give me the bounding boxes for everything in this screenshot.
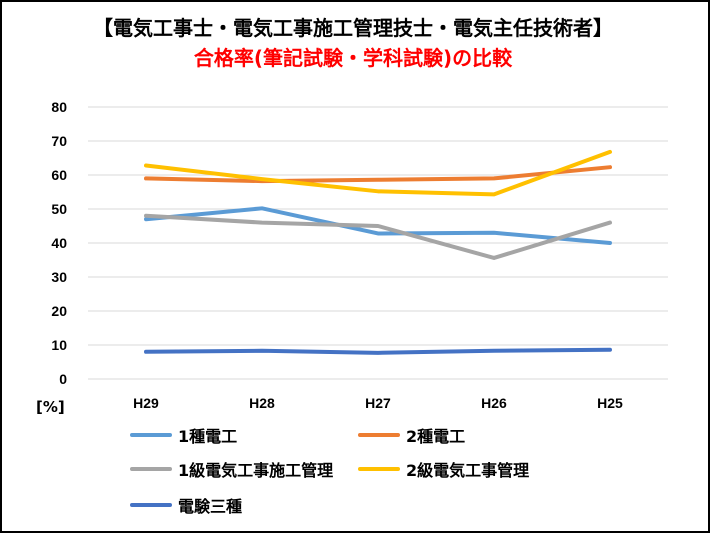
x-tick-label-h28: H28	[249, 395, 275, 411]
y-tick-label-10: 10	[51, 337, 67, 353]
y-tick-label-20: 20	[51, 303, 67, 319]
legend-swatch-1kyu-sekou	[130, 467, 172, 471]
legend-label-2shu-denko: 2種電工	[406, 427, 466, 446]
x-tick-label-h25: H25	[597, 395, 623, 411]
y-tick-label-30: 30	[51, 269, 67, 285]
legend-item-2kyu-kanri: 2級電気工事管理	[358, 458, 529, 480]
legend-swatch-1shu-denko	[130, 433, 172, 437]
y-tick-label-0: 0	[59, 371, 67, 387]
y-tick-label-60: 60	[51, 167, 67, 183]
legend-item-denken-sanshu: 電験三種	[130, 494, 242, 516]
legend-item-2shu-denko: 2種電工	[358, 424, 465, 446]
x-tick-label-h29: H29	[133, 395, 159, 411]
chart-title: 【電気工事士・電気工事施工管理技士・電気主任技術者】	[93, 16, 613, 40]
legend-item-1kyu-sekou: 1級電気工事施工管理	[130, 458, 333, 480]
x-tick-label-h27: H27	[365, 395, 391, 411]
legend-swatch-denken-sanshu	[130, 503, 172, 507]
chart-subtitle: 合格率(筆記試験・学科試験)の比較	[193, 46, 513, 70]
series-line-3	[144, 149, 612, 197]
legend-label-denken-sanshu: 電験三種	[178, 497, 243, 516]
x-tick-label-h26: H26	[481, 395, 507, 411]
legend-swatch-2shu-denko	[358, 433, 400, 437]
y-tick-label-70: 70	[51, 133, 67, 149]
legend-swatch-2kyu-kanri	[358, 467, 400, 471]
legend-label-1shu-denko: 1種電工	[178, 427, 238, 446]
series-line-2	[144, 213, 612, 260]
legend-label-2kyu-kanri: 2級電気工事管理	[406, 461, 530, 480]
legend-label-1kyu-sekou: 1級電気工事施工管理	[178, 461, 334, 480]
series-line-0	[144, 206, 612, 245]
y-tick-label-50: 50	[51, 201, 67, 217]
y-tick-label-40: 40	[51, 235, 67, 251]
y-axis-unit-label: [%]	[36, 398, 65, 416]
legend-item-1shu-denko: 1種電工	[130, 424, 237, 446]
y-tick-label-80: 80	[51, 99, 67, 115]
series-line-4	[144, 347, 612, 355]
series-line-1	[144, 165, 612, 184]
